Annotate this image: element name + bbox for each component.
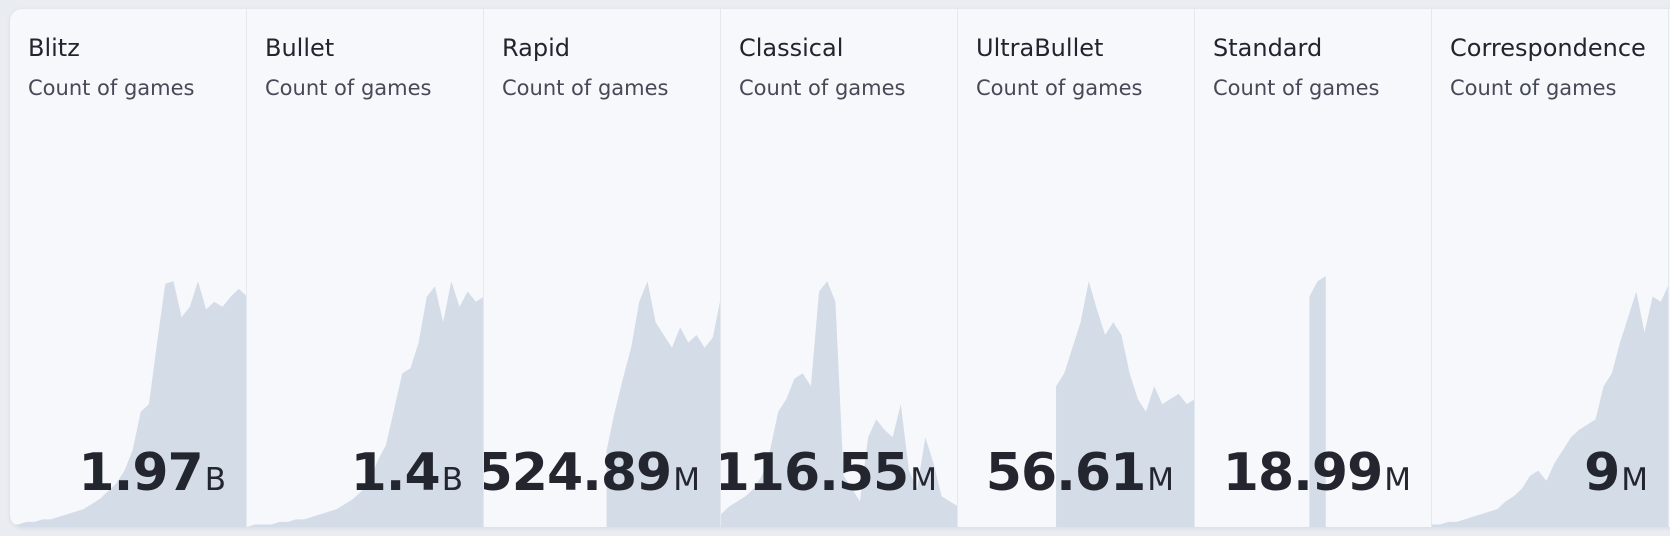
card-title: Standard Count of games: [1213, 31, 1413, 103]
card-subtitle: Count of games: [1450, 76, 1617, 100]
stat-value: 524.89M: [484, 443, 700, 503]
value-unit: M: [1384, 462, 1411, 498]
sparkline-area: [247, 281, 483, 527]
card-title: Rapid Count of games: [502, 31, 702, 103]
value-unit: M: [1147, 462, 1174, 498]
stat-value: 56.61M: [986, 443, 1174, 503]
value-number: 9: [1584, 443, 1620, 503]
card-title: Classical Count of games: [739, 31, 939, 103]
card-subtitle: Count of games: [976, 76, 1143, 100]
value-unit: M: [1621, 462, 1648, 498]
card-title: Correspondence Count of games: [1450, 31, 1650, 103]
sparkline-area: [1056, 281, 1194, 527]
value-unit: B: [441, 462, 463, 498]
sparkline-area: [1432, 285, 1668, 527]
stat-card: Standard Count of games 18.99M: [1195, 9, 1432, 527]
card-subtitle: Count of games: [739, 76, 906, 100]
stats-panel: Blitz Count of games 1.97B Bullet Count of g…: [10, 9, 1670, 527]
stat-value: 9M: [1584, 443, 1648, 503]
stat-value: 116.55M: [721, 443, 937, 503]
stat-card: Bullet Count of games 1.4B: [247, 9, 484, 527]
value-number: 524.89: [484, 443, 672, 503]
stat-card: Classical Count of games 116.55M: [721, 9, 958, 527]
sparkline: [247, 281, 483, 527]
sparkline-area: [721, 281, 957, 527]
value-number: 18.99: [1222, 443, 1383, 503]
card-title: Bullet Count of games: [265, 31, 465, 103]
card-subtitle: Count of games: [1213, 76, 1380, 100]
sparkline-area: [1309, 276, 1326, 527]
card-subtitle: Count of games: [502, 76, 669, 100]
stat-value: 1.4B: [351, 443, 463, 503]
value-unit: B: [204, 462, 226, 498]
stat-card: Rapid Count of games 524.89M: [484, 9, 721, 527]
sparkline-area: [10, 281, 246, 527]
stat-value: 1.97B: [78, 443, 226, 503]
value-number: 56.61: [985, 443, 1146, 503]
card-subtitle: Count of games: [28, 76, 195, 100]
sparkline: [1309, 276, 1326, 527]
sparkline: [1432, 285, 1668, 527]
stat-card: Correspondence Count of games 9M: [1432, 9, 1669, 527]
value-number: 116.55: [721, 443, 909, 503]
value-unit: M: [910, 462, 937, 498]
stat-value: 18.99M: [1223, 443, 1411, 503]
sparkline: [721, 281, 957, 527]
sparkline: [10, 281, 246, 527]
card-title: UltraBullet Count of games: [976, 31, 1176, 103]
value-number: 1.97: [78, 443, 203, 503]
card-subtitle: Count of games: [265, 76, 432, 100]
value-number: 1.4: [350, 443, 441, 503]
card-title: Blitz Count of games: [28, 31, 228, 103]
stat-card: UltraBullet Count of games 56.61M: [958, 9, 1195, 527]
value-unit: M: [673, 462, 700, 498]
sparkline: [1056, 281, 1194, 527]
stat-card: Blitz Count of games 1.97B: [10, 9, 247, 527]
sparkline: [606, 281, 720, 527]
sparkline-area: [606, 281, 720, 527]
